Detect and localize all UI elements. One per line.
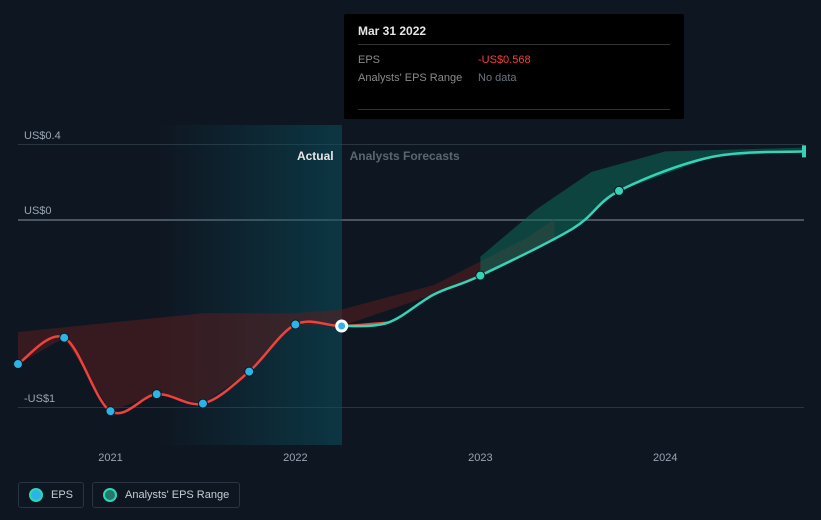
eps-marker[interactable] xyxy=(152,390,161,399)
range-band-actual xyxy=(18,219,554,411)
tooltip-key: Analysts' EPS Range xyxy=(358,69,478,87)
eps-marker[interactable] xyxy=(198,399,207,408)
eps-end-tick xyxy=(802,145,806,157)
eps-marker[interactable] xyxy=(615,186,624,195)
legend-label: Analysts' EPS Range xyxy=(125,489,229,501)
tooltip-row-eps: EPS -US$0.568 xyxy=(358,51,670,69)
eps-marker[interactable] xyxy=(14,360,23,369)
tooltip-row-range: Analysts' EPS Range No data xyxy=(358,69,670,87)
eps-marker[interactable] xyxy=(60,333,69,342)
eps-marker-highlight-inner[interactable] xyxy=(338,323,345,330)
tooltip-divider xyxy=(358,44,670,45)
range-band-forecast xyxy=(480,148,804,276)
eps-marker[interactable] xyxy=(291,320,300,329)
tooltip-divider xyxy=(358,109,670,110)
tooltip-value: -US$0.568 xyxy=(478,51,531,69)
eps-marker[interactable] xyxy=(476,271,485,280)
chart-legend: EPS Analysts' EPS Range xyxy=(18,482,240,508)
eps-marker[interactable] xyxy=(106,407,115,416)
legend-label: EPS xyxy=(51,489,73,501)
legend-swatch-icon xyxy=(103,488,117,502)
legend-swatch-icon xyxy=(29,488,43,502)
tooltip-key: EPS xyxy=(358,51,478,69)
chart-tooltip: Mar 31 2022 EPS -US$0.568 Analysts' EPS … xyxy=(344,14,684,119)
legend-item-eps[interactable]: EPS xyxy=(18,482,84,508)
tooltip-date: Mar 31 2022 xyxy=(358,24,670,38)
tooltip-value: No data xyxy=(478,69,517,87)
legend-item-range[interactable]: Analysts' EPS Range xyxy=(92,482,240,508)
eps-marker[interactable] xyxy=(245,367,254,376)
eps-chart: Mar 31 2022 EPS -US$0.568 Analysts' EPS … xyxy=(0,0,821,520)
